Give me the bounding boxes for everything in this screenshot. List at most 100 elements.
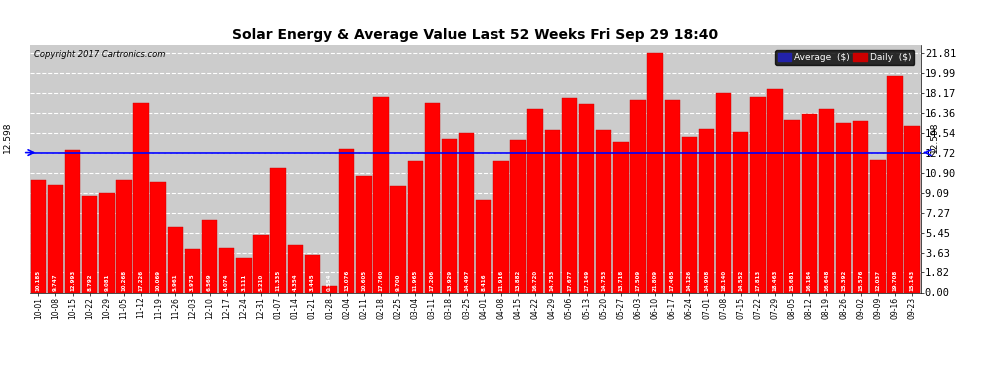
Bar bbox=[733, 132, 748, 292]
Bar bbox=[596, 130, 612, 292]
Text: 11.916: 11.916 bbox=[498, 270, 503, 291]
Text: 13.076: 13.076 bbox=[345, 270, 349, 291]
Text: 14.552: 14.552 bbox=[739, 270, 743, 291]
Bar bbox=[528, 109, 543, 292]
Bar bbox=[579, 104, 594, 292]
Text: 16.648: 16.648 bbox=[824, 270, 829, 291]
Text: 21.809: 21.809 bbox=[652, 270, 657, 291]
Text: 5.210: 5.210 bbox=[258, 274, 263, 291]
Bar bbox=[408, 161, 423, 292]
Text: 18.140: 18.140 bbox=[721, 270, 726, 291]
Text: 9.700: 9.700 bbox=[396, 273, 401, 291]
Title: Solar Energy & Average Value Last 52 Weeks Fri Sep 29 18:40: Solar Energy & Average Value Last 52 Wee… bbox=[232, 28, 719, 42]
Bar bbox=[167, 227, 183, 292]
Text: 14.753: 14.753 bbox=[549, 270, 554, 291]
Bar bbox=[613, 142, 629, 292]
Text: 10.605: 10.605 bbox=[361, 270, 366, 291]
Text: 18.463: 18.463 bbox=[772, 270, 777, 291]
Legend: Average  ($), Daily  ($): Average ($), Daily ($) bbox=[775, 50, 915, 65]
Bar bbox=[819, 110, 835, 292]
Bar bbox=[48, 185, 63, 292]
Text: 12.993: 12.993 bbox=[70, 270, 75, 291]
Bar bbox=[287, 244, 303, 292]
Text: 10.268: 10.268 bbox=[122, 270, 127, 291]
Bar bbox=[253, 235, 268, 292]
Text: 11.965: 11.965 bbox=[413, 270, 418, 291]
Text: 6.569: 6.569 bbox=[207, 273, 212, 291]
Text: 12.598: 12.598 bbox=[930, 121, 939, 153]
Text: 15.681: 15.681 bbox=[790, 270, 795, 291]
Text: 15.392: 15.392 bbox=[842, 270, 846, 291]
Text: 17.760: 17.760 bbox=[378, 270, 383, 291]
Text: 14.497: 14.497 bbox=[464, 270, 469, 291]
Bar bbox=[544, 130, 560, 292]
Bar bbox=[476, 200, 491, 292]
Bar bbox=[356, 176, 371, 292]
Text: 3.445: 3.445 bbox=[310, 273, 315, 291]
Bar bbox=[116, 180, 132, 292]
Bar bbox=[631, 100, 645, 292]
Text: 12.037: 12.037 bbox=[875, 270, 880, 291]
Text: 8.792: 8.792 bbox=[87, 273, 92, 291]
Bar bbox=[305, 255, 320, 292]
Text: 17.465: 17.465 bbox=[670, 270, 675, 291]
Text: 4.354: 4.354 bbox=[293, 273, 298, 291]
Text: 17.149: 17.149 bbox=[584, 270, 589, 291]
Bar bbox=[202, 220, 218, 292]
Text: 14.126: 14.126 bbox=[687, 270, 692, 291]
Bar bbox=[134, 103, 148, 292]
Bar bbox=[64, 150, 80, 292]
Bar bbox=[270, 168, 286, 292]
Bar bbox=[870, 160, 886, 292]
Text: 9.747: 9.747 bbox=[52, 273, 57, 291]
Bar bbox=[31, 180, 46, 292]
Bar bbox=[99, 193, 115, 292]
Text: 4.074: 4.074 bbox=[225, 273, 230, 291]
Text: 10.069: 10.069 bbox=[155, 270, 160, 291]
Bar bbox=[459, 133, 474, 292]
Text: 15.576: 15.576 bbox=[858, 270, 863, 291]
Text: 16.184: 16.184 bbox=[807, 270, 812, 291]
Bar bbox=[905, 126, 920, 292]
Text: 13.882: 13.882 bbox=[516, 270, 521, 291]
Bar bbox=[150, 182, 166, 292]
Bar bbox=[853, 121, 868, 292]
Bar bbox=[237, 258, 251, 292]
Text: 3.111: 3.111 bbox=[242, 274, 247, 291]
Bar bbox=[493, 161, 509, 292]
Text: 14.753: 14.753 bbox=[601, 270, 606, 291]
Text: 19.708: 19.708 bbox=[893, 270, 898, 291]
Bar bbox=[784, 120, 800, 292]
Text: Copyright 2017 Cartronics.com: Copyright 2017 Cartronics.com bbox=[34, 50, 165, 59]
Text: 13.929: 13.929 bbox=[447, 270, 452, 291]
Text: 5.961: 5.961 bbox=[173, 273, 178, 291]
Text: 10.185: 10.185 bbox=[36, 270, 41, 291]
Bar bbox=[82, 196, 97, 292]
Bar bbox=[373, 97, 389, 292]
Bar bbox=[425, 103, 441, 292]
Text: 17.813: 17.813 bbox=[755, 270, 760, 291]
Bar bbox=[887, 76, 903, 292]
Bar bbox=[219, 248, 235, 292]
Text: 0.554: 0.554 bbox=[327, 273, 332, 291]
Bar bbox=[561, 98, 577, 292]
Text: 17.206: 17.206 bbox=[430, 270, 435, 291]
Bar bbox=[510, 140, 526, 292]
Bar bbox=[390, 186, 406, 292]
Bar bbox=[699, 129, 714, 292]
Bar bbox=[802, 114, 817, 292]
Bar bbox=[767, 89, 783, 292]
Text: 17.509: 17.509 bbox=[636, 270, 641, 291]
Text: 12.598: 12.598 bbox=[3, 121, 12, 153]
Bar bbox=[836, 123, 851, 292]
Text: 11.335: 11.335 bbox=[275, 270, 280, 291]
Text: 14.908: 14.908 bbox=[704, 270, 709, 291]
Bar bbox=[185, 249, 200, 292]
Bar bbox=[647, 53, 663, 292]
Bar bbox=[322, 286, 338, 292]
Text: 16.720: 16.720 bbox=[533, 270, 538, 291]
Text: 17.226: 17.226 bbox=[139, 270, 144, 291]
Text: 13.718: 13.718 bbox=[619, 270, 624, 291]
Text: 17.677: 17.677 bbox=[567, 270, 572, 291]
Bar bbox=[442, 139, 457, 292]
